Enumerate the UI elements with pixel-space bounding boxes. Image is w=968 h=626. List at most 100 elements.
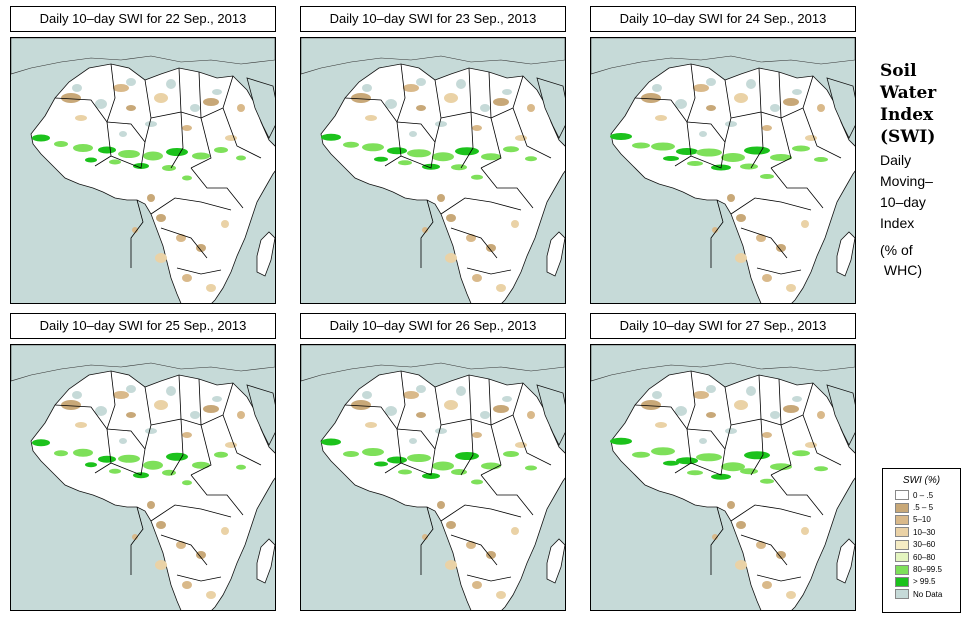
legend-item: 5–10 <box>883 514 960 526</box>
country-border <box>480 117 502 169</box>
country-border <box>106 63 116 123</box>
country-border <box>512 414 552 466</box>
dry-soil-patch <box>113 84 129 92</box>
wet-soil-patch <box>362 448 384 456</box>
map-panel-5: Daily 10–day SWI for 26 Sep., 2013 <box>300 313 566 611</box>
no-data-patch <box>190 104 200 112</box>
dry-soil-patch <box>762 274 772 282</box>
africa-map <box>591 345 855 610</box>
africa-map <box>11 38 275 303</box>
arabia-land <box>536 77 565 139</box>
no-data-patch <box>435 121 447 127</box>
dry-soil-patch <box>734 93 748 103</box>
wet-soil-patch <box>162 165 176 171</box>
dry-soil-patch <box>693 391 709 399</box>
wet-soil-patch <box>118 454 140 463</box>
country-border <box>756 267 802 275</box>
wet-soil-patch <box>85 157 97 163</box>
dry-soil-patch <box>416 412 426 418</box>
no-data-patch <box>770 411 780 419</box>
country-border <box>730 504 812 522</box>
country-border <box>190 117 212 169</box>
wet-soil-patch <box>503 451 519 457</box>
legend-swatch <box>895 490 909 501</box>
country-border <box>160 227 208 259</box>
country-border <box>770 117 792 169</box>
dry-soil-patch <box>446 521 456 529</box>
dry-soil-patch <box>486 551 496 559</box>
africa-land <box>320 370 565 610</box>
wet-soil-patch <box>471 479 483 485</box>
europe-coast <box>11 345 275 382</box>
dry-soil-patch <box>511 527 519 535</box>
country-border <box>222 107 262 159</box>
dry-soil-patch <box>61 93 81 103</box>
wet-soil-patch <box>374 461 388 467</box>
dry-soil-patch <box>783 405 799 413</box>
no-data-patch <box>416 385 426 393</box>
country-border <box>222 414 262 466</box>
legend-swatch <box>895 589 909 600</box>
madagascar-land <box>256 538 275 584</box>
wet-soil-patch <box>676 457 698 465</box>
dry-soil-patch <box>641 400 661 410</box>
no-data-patch <box>456 79 466 89</box>
dry-soil-patch <box>444 93 458 103</box>
country-border <box>396 63 406 123</box>
dry-soil-patch <box>403 84 419 92</box>
wet-soil-patch <box>525 156 537 162</box>
madagascar-land <box>836 538 855 584</box>
africa-map <box>301 345 565 610</box>
dry-soil-patch <box>437 501 445 509</box>
country-border <box>730 197 812 215</box>
no-data-patch <box>706 385 716 393</box>
wet-soil-patch <box>362 143 384 152</box>
wet-soil-patch <box>432 461 454 471</box>
wet-soil-patch <box>632 451 650 458</box>
dry-soil-patch <box>706 412 716 418</box>
wet-soil-patch <box>398 160 412 166</box>
map-panel-2: Daily 10–day SWI for 23 Sep., 2013 <box>300 6 566 304</box>
dry-soil-patch <box>422 227 428 233</box>
wet-soil-patch <box>687 470 703 476</box>
wet-soil-patch <box>770 154 792 161</box>
europe-coast <box>11 38 275 75</box>
dry-soil-patch <box>203 98 219 106</box>
no-data-patch <box>480 411 490 419</box>
dry-soil-patch <box>132 227 138 233</box>
dry-soil-patch <box>147 501 155 509</box>
wet-soil-patch <box>760 174 774 179</box>
no-data-patch <box>335 91 347 97</box>
africa-land <box>320 63 565 303</box>
wet-soil-patch <box>407 454 431 462</box>
wet-soil-patch <box>109 468 121 474</box>
dry-soil-patch <box>176 234 186 242</box>
wet-soil-patch <box>814 466 828 472</box>
dry-soil-patch <box>156 214 166 222</box>
map-panel-3: Daily 10–day SWI for 24 Sep., 2013 <box>590 6 856 304</box>
dry-soil-patch <box>496 284 506 292</box>
dry-soil-patch <box>641 93 661 103</box>
dry-soil-patch <box>203 405 219 413</box>
dry-soil-patch <box>727 194 735 202</box>
dry-soil-patch <box>225 135 237 141</box>
wet-soil-patch <box>343 451 359 457</box>
dry-soil-patch <box>182 432 192 438</box>
wet-soil-patch <box>182 480 192 486</box>
dry-soil-patch <box>182 274 192 282</box>
dry-soil-patch <box>221 527 229 535</box>
wet-soil-patch <box>214 451 228 458</box>
dry-soil-patch <box>655 422 667 428</box>
wet-soil-patch <box>451 469 467 475</box>
country-border <box>400 141 436 169</box>
wet-soil-patch <box>610 437 632 445</box>
dry-soil-patch <box>126 412 136 418</box>
country-border <box>150 197 232 215</box>
wet-soil-patch <box>387 147 407 155</box>
madagascar-land <box>836 231 855 277</box>
map-area <box>300 344 566 611</box>
country-border <box>420 506 434 575</box>
wet-soil-patch <box>760 478 774 484</box>
country-border <box>176 574 222 582</box>
no-data-patch <box>409 438 417 444</box>
